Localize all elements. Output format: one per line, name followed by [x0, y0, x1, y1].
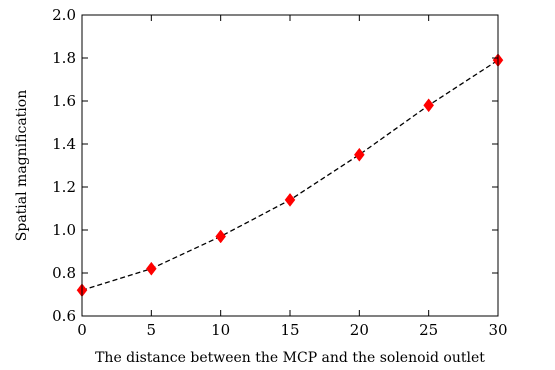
x-tick-label: 20 [350, 321, 369, 339]
x-tick-label: 15 [280, 321, 299, 339]
data-point [215, 229, 226, 244]
x-axis-title: The distance between the MCP and the sol… [95, 350, 485, 366]
y-tick-label: 1.0 [52, 221, 76, 239]
plot-area [76, 53, 504, 298]
data-point [146, 261, 157, 276]
x-tick-label: 30 [488, 321, 507, 339]
data-point [423, 98, 434, 113]
fit-curve-dashed [81, 59, 499, 291]
x-tick-label: 25 [419, 321, 438, 339]
y-tick-label: 1.4 [52, 135, 76, 153]
x-tick-label: 5 [147, 321, 157, 339]
data-point [354, 147, 365, 162]
y-tick-label: 1.6 [52, 92, 76, 110]
y-tick-label: 2.0 [52, 6, 76, 24]
axis-ticks: 0 5 10 15 20 25 30 0.6 0.8 1.0 1.2 1.4 1.6 1.8 2.0 [52, 6, 507, 339]
y-axis-title: Spatial magnification [14, 90, 30, 241]
y-tick-label: 0.6 [52, 307, 76, 325]
x-tick-label: 10 [211, 321, 230, 339]
y-tick-label: 1.2 [52, 178, 76, 196]
y-tick-label: 1.8 [52, 49, 76, 67]
y-tick-label: 0.8 [52, 264, 76, 282]
data-point [284, 192, 296, 207]
x-tick-label: 0 [77, 321, 87, 339]
